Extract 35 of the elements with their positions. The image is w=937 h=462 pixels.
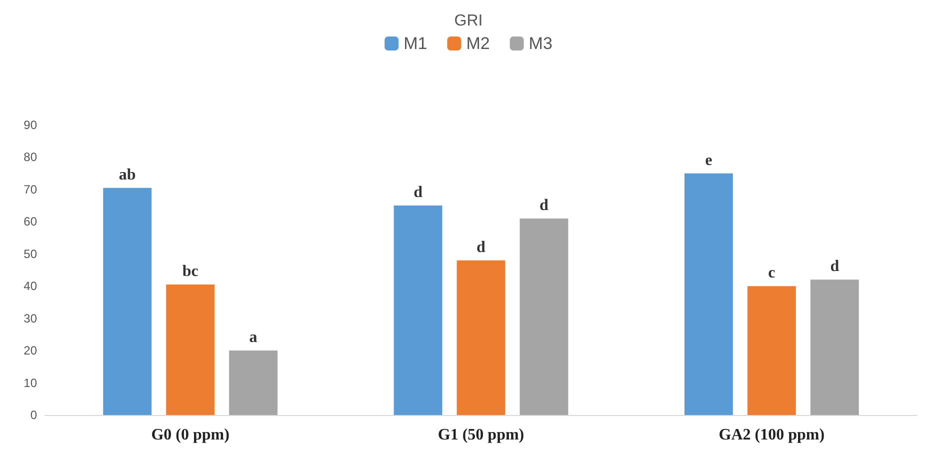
data-label: ab	[118, 166, 136, 184]
x-tick-label: G0 (0 ppm)	[151, 426, 230, 444]
y-tick-label: 90	[24, 118, 38, 132]
data-label: c	[768, 264, 776, 282]
bar	[520, 218, 568, 415]
y-tick-label: 40	[24, 279, 38, 294]
y-tick-label: 10	[24, 376, 38, 390]
data-label: e	[705, 152, 712, 169]
data-label: d	[476, 238, 486, 256]
legend-label: M1	[404, 34, 428, 53]
legend-label: M3	[528, 34, 552, 53]
legend-label: M2	[466, 34, 490, 53]
y-tick-label: 50	[24, 246, 38, 261]
data-label: d	[830, 258, 840, 276]
bar	[684, 173, 733, 415]
y-tick-label: 80	[24, 150, 38, 164]
y-tick-label: 60	[24, 214, 38, 229]
y-tick-label: 20	[24, 344, 38, 358]
data-label: d	[540, 196, 549, 214]
chart-title: GRI	[454, 12, 483, 30]
bar	[456, 260, 506, 415]
bar	[229, 350, 278, 415]
bar	[103, 188, 152, 415]
bar	[394, 206, 442, 415]
bar	[810, 280, 859, 415]
x-tick-label: GA2 (100 ppm)	[718, 426, 825, 444]
y-tick-label: 30	[24, 311, 38, 326]
data-label: bc	[182, 263, 198, 280]
bar	[747, 286, 796, 415]
data-label: d	[414, 184, 423, 202]
x-tick-label: G1 (50 ppm)	[438, 426, 524, 444]
bar	[166, 284, 215, 415]
y-tick-label: 0	[30, 408, 38, 422]
data-label: a	[249, 329, 258, 346]
y-tick-label: 70	[24, 182, 38, 196]
